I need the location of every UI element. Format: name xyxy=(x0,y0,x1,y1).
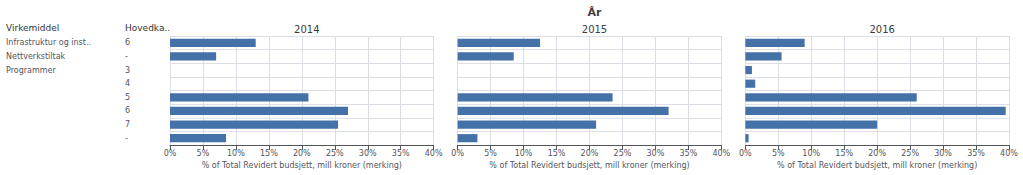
svg-text:Nettverkstiltak: Nettverkstiltak xyxy=(6,52,66,61)
svg-text:% of Total Revidert budsjett,: % of Total Revidert budsjett, mill krone… xyxy=(489,161,689,170)
svg-text:6: 6 xyxy=(125,106,130,115)
svg-text:25%: 25% xyxy=(901,149,919,158)
svg-text:0%: 0% xyxy=(739,149,752,158)
svg-text:-: - xyxy=(125,134,128,143)
svg-text:4: 4 xyxy=(125,79,130,88)
svg-text:5%: 5% xyxy=(484,149,497,158)
svg-text:35%: 35% xyxy=(392,149,410,158)
svg-text:20%: 20% xyxy=(581,149,599,158)
svg-text:30%: 30% xyxy=(647,149,665,158)
svg-text:5: 5 xyxy=(125,93,130,102)
svg-text:5%: 5% xyxy=(772,149,785,158)
svg-text:0%: 0% xyxy=(451,149,464,158)
svg-text:25%: 25% xyxy=(326,149,344,158)
svg-text:40%: 40% xyxy=(712,149,730,158)
svg-text:15%: 15% xyxy=(548,149,566,158)
svg-text:20%: 20% xyxy=(868,149,886,158)
svg-text:30%: 30% xyxy=(934,149,952,158)
svg-text:25%: 25% xyxy=(614,149,632,158)
svg-text:6: 6 xyxy=(125,38,130,47)
svg-text:35%: 35% xyxy=(967,149,985,158)
svg-text:10%: 10% xyxy=(227,149,245,158)
svg-text:40%: 40% xyxy=(1000,149,1018,158)
svg-text:3: 3 xyxy=(125,66,130,75)
svg-text:Virkemiddel: Virkemiddel xyxy=(6,23,59,33)
svg-text:-: - xyxy=(125,52,128,61)
svg-text:2016: 2016 xyxy=(869,24,894,35)
svg-text:Programmer: Programmer xyxy=(6,66,56,75)
svg-text:30%: 30% xyxy=(359,149,377,158)
svg-text:20%: 20% xyxy=(293,149,311,158)
svg-text:15%: 15% xyxy=(835,149,853,158)
svg-text:0%: 0% xyxy=(164,149,177,158)
svg-text:40%: 40% xyxy=(425,149,443,158)
svg-text:35%: 35% xyxy=(679,149,697,158)
svg-text:% of Total Revidert budsjett,: % of Total Revidert budsjett, mill krone… xyxy=(777,161,977,170)
svg-text:Hovedka..: Hovedka.. xyxy=(125,23,170,33)
svg-text:15%: 15% xyxy=(260,149,278,158)
svg-text:2015: 2015 xyxy=(582,24,607,35)
svg-text:Infrastruktur og inst..: Infrastruktur og inst.. xyxy=(6,38,91,47)
svg-text:% of Total Revidert budsjett,: % of Total Revidert budsjett, mill krone… xyxy=(202,161,402,170)
svg-text:10%: 10% xyxy=(515,149,533,158)
svg-text:7: 7 xyxy=(125,120,130,129)
svg-text:10%: 10% xyxy=(802,149,820,158)
svg-text:2014: 2014 xyxy=(294,24,319,35)
svg-text:5%: 5% xyxy=(197,149,210,158)
svg-text:År: År xyxy=(588,6,603,19)
